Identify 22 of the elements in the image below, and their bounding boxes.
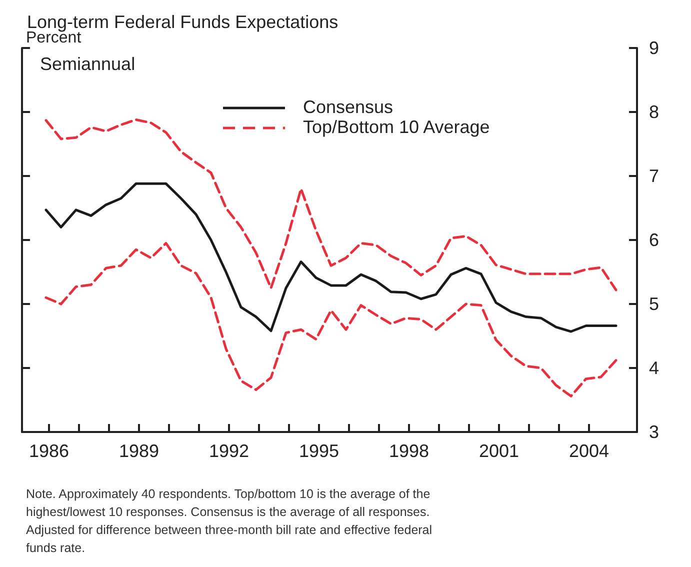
y-tick-label: 3 xyxy=(649,422,660,442)
x-tick-label: 1998 xyxy=(388,441,430,461)
y-tick-label: 8 xyxy=(649,102,660,122)
line-series xyxy=(44,242,618,398)
chart-title: Long-term Federal Funds Expectations xyxy=(27,12,338,32)
x-tick-label: 2004 xyxy=(568,441,610,461)
line-series xyxy=(44,118,618,292)
y-tick-label: 5 xyxy=(649,294,660,314)
legend-label: Top/Bottom 10 Average xyxy=(303,117,490,137)
y-tick-label: 7 xyxy=(649,166,660,186)
y-tick-label: 6 xyxy=(649,230,660,250)
text: Note. Approximately 40 respondents. Top/bottom 10 is the average of the highest/lowest 10 responses. Consensus is the average of all responses. Adjusted for difference between three-month bill rate and effective federal funds rate. xyxy=(26,487,432,555)
x-tick-label: 2001 xyxy=(478,441,520,461)
legend-label: Consensus xyxy=(303,97,394,117)
x-tick-label: 1989 xyxy=(118,441,160,461)
x-tick-label: 1986 xyxy=(28,441,70,461)
line-series xyxy=(44,182,618,333)
annotation: Semiannual xyxy=(40,54,136,74)
y-tick-label: 4 xyxy=(649,358,660,378)
y-tick-label: 9 xyxy=(649,38,660,58)
x-tick-label: 1992 xyxy=(208,441,250,461)
x-tick-label: 1995 xyxy=(298,441,340,461)
